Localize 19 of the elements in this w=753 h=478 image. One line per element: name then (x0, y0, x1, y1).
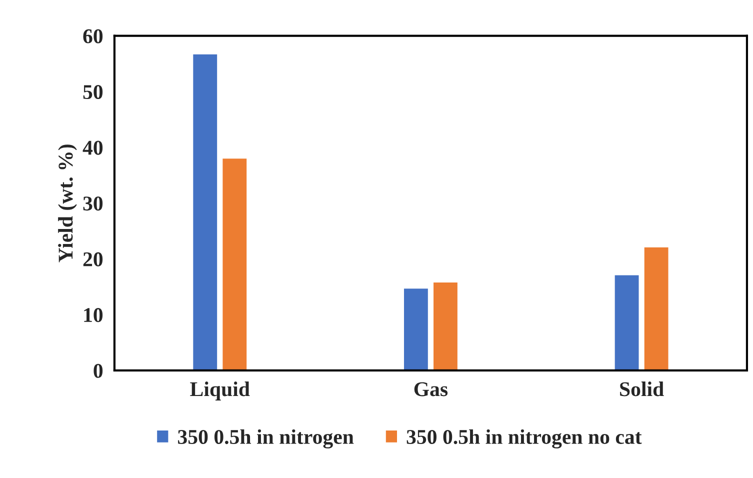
bar (613, 274, 640, 370)
y-tick-label: 40 (82, 140, 103, 155)
y-axis-title: Yield (wt. %) (58, 144, 77, 262)
legend-label: 350 0.5h in nitrogen (178, 429, 354, 448)
bar (402, 287, 430, 370)
bar (642, 246, 670, 370)
y-tick-label: 20 (83, 252, 103, 266)
legend-label: 350 0.5h in nitrogen no cat (406, 429, 642, 448)
y-tick-label: 30 (83, 196, 103, 211)
y-tick-label: 0 (94, 364, 103, 378)
x-tick-label: Liquid (190, 382, 250, 400)
y-tick-label: 10 (84, 308, 103, 322)
bar (192, 53, 218, 370)
bar (432, 281, 459, 370)
x-tick-label: Solid (620, 382, 664, 396)
y-tick-label: 60 (83, 29, 103, 44)
x-tick-label: Gas (414, 382, 448, 396)
bar (221, 157, 248, 370)
y-tick-label: 50 (83, 84, 103, 100)
